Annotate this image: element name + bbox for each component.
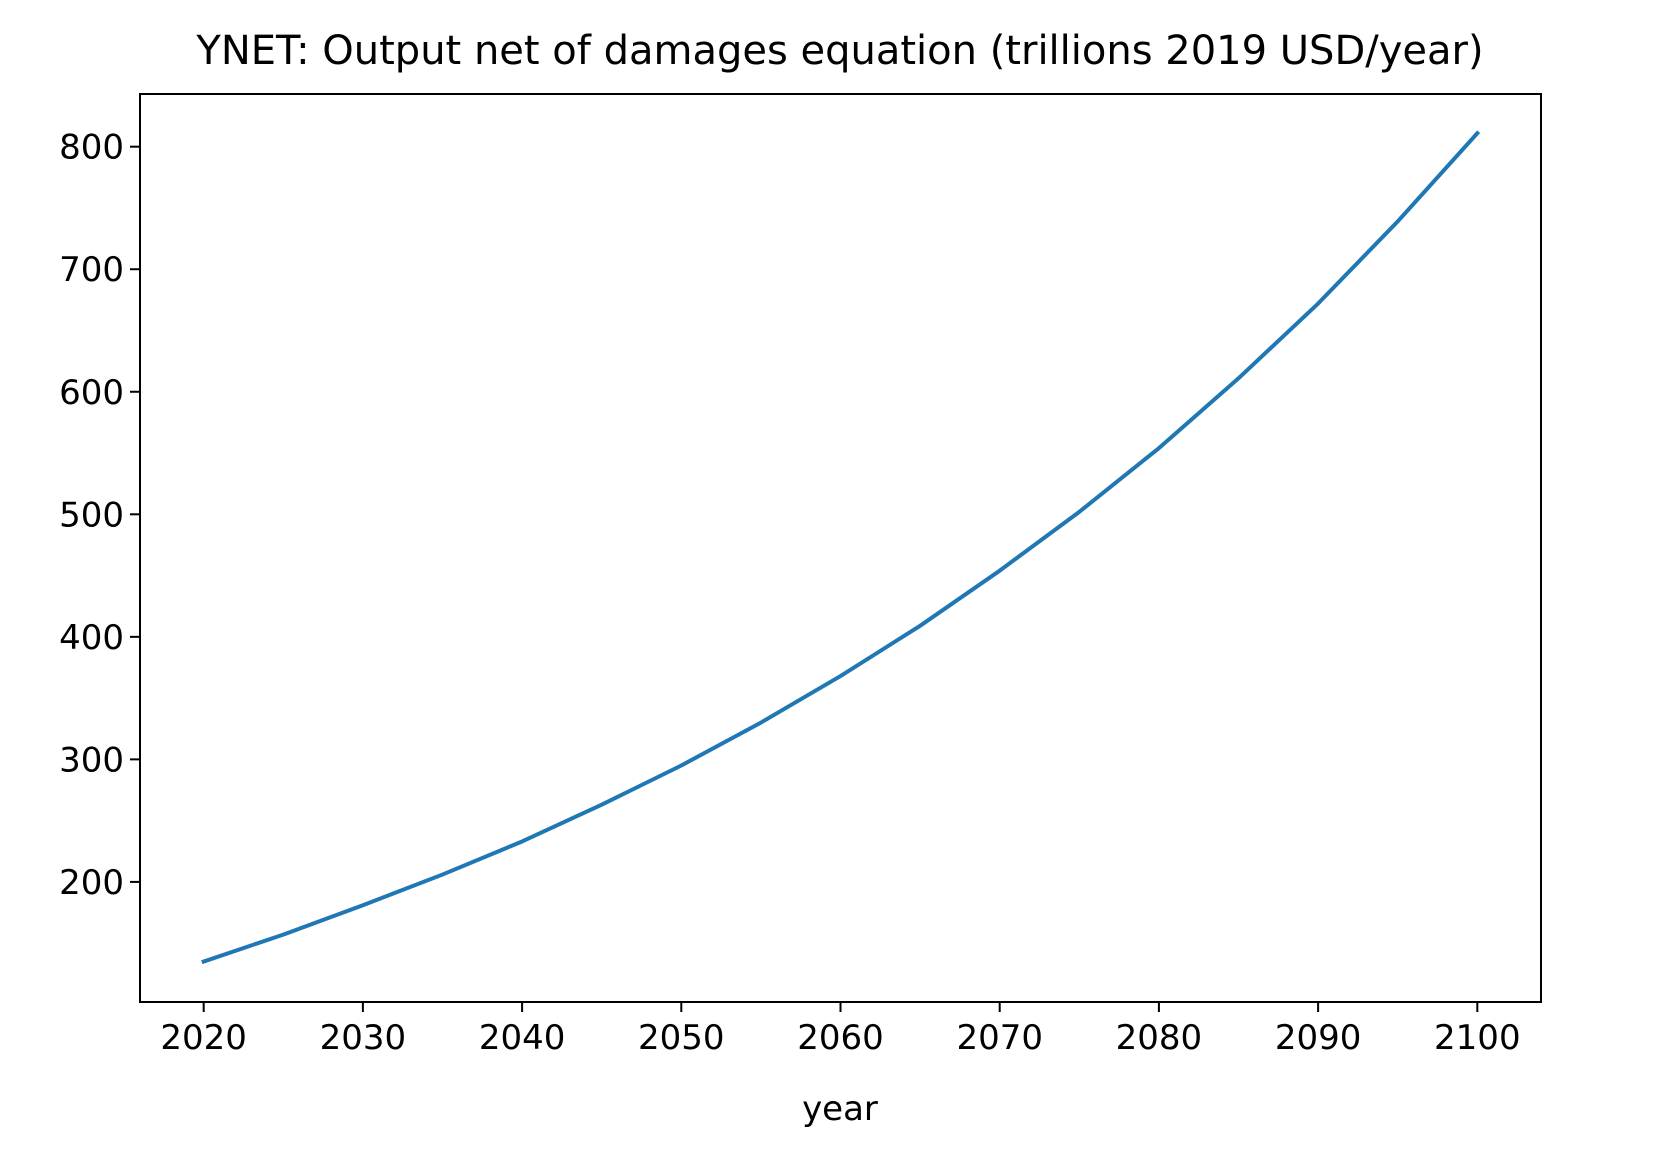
x-tick-label-2080: 2080 bbox=[1116, 1018, 1203, 1058]
y-tick-label-400: 400 bbox=[59, 618, 124, 658]
y-tick-label-300: 300 bbox=[59, 740, 124, 780]
x-tick-label-2090: 2090 bbox=[1275, 1018, 1362, 1058]
x-tick-label-2040: 2040 bbox=[479, 1018, 566, 1058]
y-tick-label-500: 500 bbox=[59, 495, 124, 535]
plot-area bbox=[201, 130, 1481, 965]
y-tick-label-200: 200 bbox=[59, 863, 124, 903]
series-line-1 bbox=[201, 130, 1481, 965]
chart-title: YNET: Output net of damages equation (tr… bbox=[195, 28, 1483, 74]
x-tick-label-2100: 2100 bbox=[1434, 1018, 1521, 1058]
x-axis-label: year bbox=[802, 1089, 878, 1129]
y-tick-label-600: 600 bbox=[59, 373, 124, 413]
x-tick-label-2030: 2030 bbox=[320, 1018, 407, 1058]
y-tick-label-700: 700 bbox=[59, 250, 124, 290]
x-tick-label-2050: 2050 bbox=[638, 1018, 725, 1058]
x-tick-label-2060: 2060 bbox=[797, 1018, 884, 1058]
x-tick-label-2020: 2020 bbox=[160, 1018, 247, 1058]
x-tick-label-2070: 2070 bbox=[956, 1018, 1043, 1058]
y-axis: 200 300 400 500 600 700 800 bbox=[59, 128, 140, 903]
y-tick-label-800: 800 bbox=[59, 128, 124, 168]
x-axis: 2020 2030 2040 2050 2060 2070 2080 2090 2100 bbox=[160, 1002, 1521, 1058]
